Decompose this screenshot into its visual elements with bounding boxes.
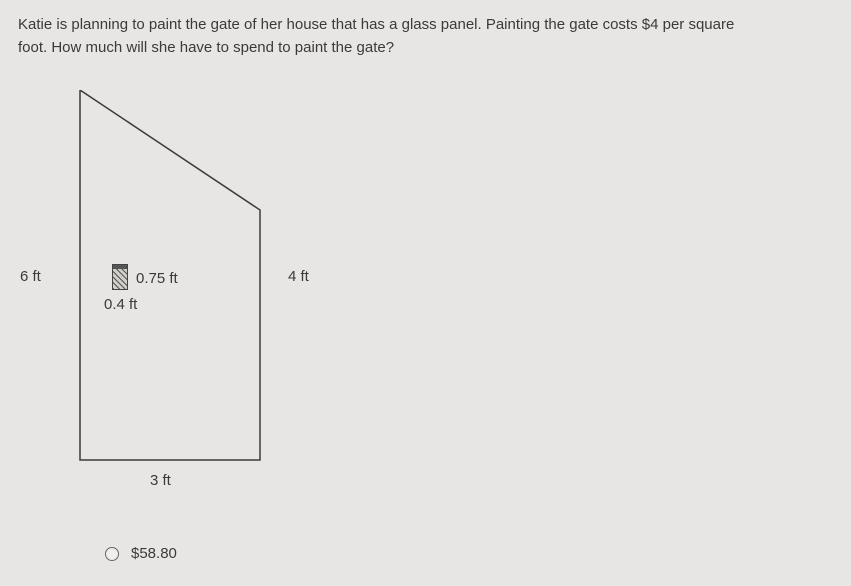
- label-left-height: 6 ft: [20, 268, 41, 285]
- question-text: Katie is planning to paint the gate of h…: [0, 0, 851, 59]
- question-line1: Katie is planning to paint the gate of h…: [18, 16, 734, 33]
- label-right-height: 4 ft: [288, 268, 309, 285]
- label-bottom-width: 3 ft: [150, 472, 171, 489]
- glass-panel-icon: [112, 264, 128, 290]
- question-line2: foot. How much will she have to spend to…: [18, 39, 394, 56]
- radio-icon[interactable]: [105, 547, 119, 561]
- answer-option[interactable]: $58.80: [105, 545, 177, 562]
- answer-value: $58.80: [131, 545, 177, 562]
- label-glass-width: 0.4 ft: [104, 296, 137, 313]
- label-glass-height: 0.75 ft: [136, 270, 178, 287]
- gate-shape: [20, 90, 340, 520]
- gate-diagram: 6 ft 4 ft 3 ft 0.75 ft 0.4 ft: [20, 90, 340, 520]
